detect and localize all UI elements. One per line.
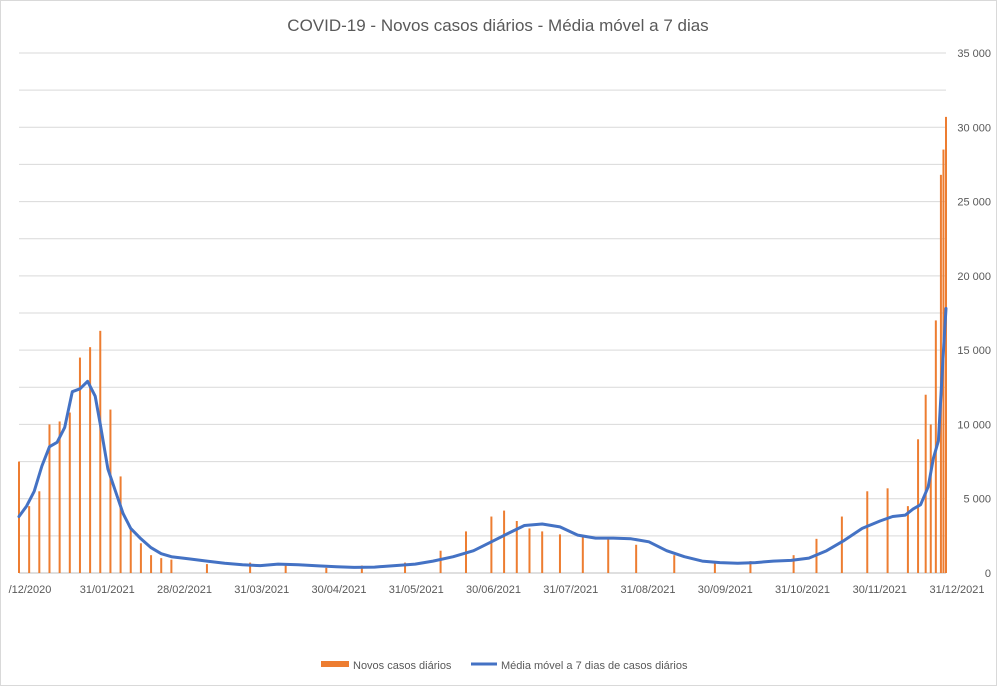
- bar: [749, 561, 752, 573]
- bar: [515, 521, 518, 573]
- x-tick-label: /12/2020: [9, 584, 52, 596]
- bar: [78, 357, 81, 573]
- bar: [490, 516, 493, 573]
- y-tick-label: 30 000: [957, 122, 991, 134]
- x-tick-label: 31/10/2021: [775, 584, 830, 596]
- chart-title: COVID-19 - Novos casos diários - Média m…: [287, 16, 708, 35]
- line-series: [17, 307, 948, 569]
- bar-series: [18, 116, 947, 574]
- bar: [673, 555, 676, 573]
- bar: [866, 491, 869, 573]
- bar: [150, 555, 153, 573]
- bar: [792, 555, 795, 573]
- bar: [68, 412, 71, 573]
- gridlines: [19, 52, 946, 574]
- bar: [924, 394, 927, 573]
- y-tick-label: 10 000: [957, 419, 991, 431]
- bar: [28, 506, 31, 573]
- bar: [89, 347, 92, 573]
- x-tick-label: 31/01/2021: [80, 584, 135, 596]
- bar: [404, 562, 407, 573]
- x-tick-label: 31/08/2021: [620, 584, 675, 596]
- bar: [99, 330, 102, 573]
- x-tick-label: 30/04/2021: [311, 584, 366, 596]
- bar: [284, 565, 287, 573]
- bar: [713, 562, 716, 573]
- bar: [439, 550, 442, 573]
- legend-label-line: Média móvel a 7 dias de casos diários: [501, 660, 688, 672]
- legend-swatch-bars: [321, 661, 349, 667]
- bar: [109, 409, 112, 573]
- x-tick-label: 30/11/2021: [853, 584, 907, 596]
- moving-average-line: [17, 307, 948, 569]
- bar: [48, 424, 51, 573]
- bar: [541, 531, 544, 573]
- y-axis-tick-labels: 0 5 000 10 000 15 000 20 000 25 000 30 000 35 0…: [957, 48, 991, 580]
- bar: [139, 543, 142, 573]
- bar: [886, 488, 889, 573]
- bar: [360, 565, 363, 573]
- bar: [119, 476, 122, 573]
- bar: [38, 491, 41, 573]
- y-tick-label: 20 000: [957, 271, 991, 283]
- y-tick-label: 35 000: [957, 48, 991, 60]
- bar: [945, 116, 947, 573]
- bar: [840, 516, 843, 573]
- y-tick-label: 5 000: [963, 494, 991, 506]
- y-tick-label: 15 000: [957, 345, 991, 357]
- bar: [929, 424, 932, 573]
- bar: [906, 506, 909, 573]
- x-tick-label: 30/09/2021: [698, 584, 753, 596]
- x-tick-label: 31/07/2021: [543, 584, 598, 596]
- bar: [503, 510, 506, 573]
- x-tick-label: 31/12/2021: [929, 584, 984, 596]
- x-axis-tick-labels: /12/2020 31/01/2021 28/02/2021 31/03/2021 30…: [9, 584, 985, 596]
- bar: [205, 564, 208, 573]
- legend: Novos casos diários Média móvel a 7 dias…: [321, 660, 688, 672]
- bar: [581, 535, 584, 573]
- bar: [160, 558, 163, 573]
- bar: [325, 567, 328, 573]
- legend-label-bars: Novos casos diários: [353, 660, 452, 672]
- bar: [558, 534, 561, 573]
- x-tick-label: 30/06/2021: [466, 584, 521, 596]
- bar: [129, 528, 132, 573]
- bar: [635, 544, 638, 573]
- x-tick-label: 31/03/2021: [234, 584, 289, 596]
- x-tick-label: 31/05/2021: [389, 584, 444, 596]
- bar: [528, 528, 531, 573]
- y-tick-label: 0: [985, 568, 991, 580]
- bar: [58, 421, 61, 573]
- y-tick-label: 25 000: [957, 197, 991, 209]
- bar: [249, 562, 252, 573]
- bar: [607, 537, 610, 573]
- x-tick-label: 28/02/2021: [157, 584, 212, 596]
- bar: [170, 559, 173, 573]
